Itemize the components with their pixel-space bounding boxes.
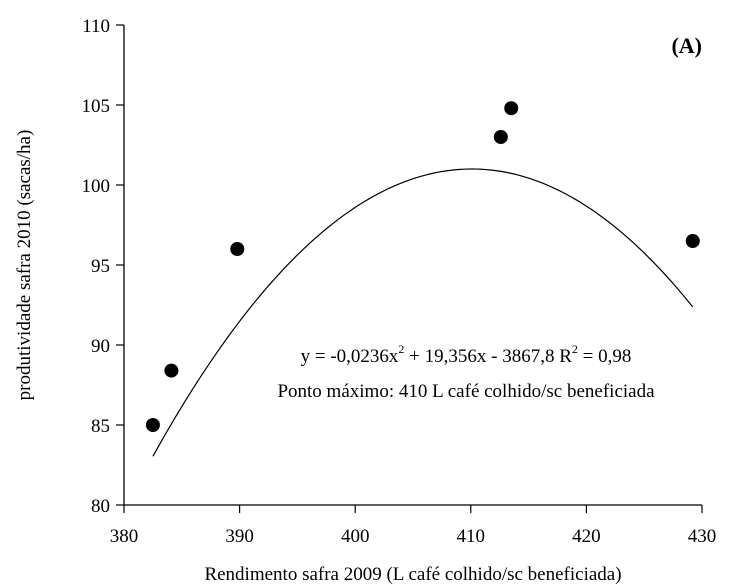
- x-tick-label: 380: [110, 526, 139, 547]
- y-tick-label: 95: [91, 256, 110, 277]
- trend-equation: y = -0,0236x2 + 19,356x - 3867,8 R2 = 0,…: [301, 342, 632, 367]
- plot-area: 80 85 90 95 100 105 110 380 390 400 410 420 430: [82, 16, 717, 547]
- y-tick-label: 105: [82, 96, 111, 117]
- data-point: [145, 418, 160, 432]
- y-tick-label: 110: [82, 16, 110, 37]
- x-axis-title: Rendimento safra 2009 (L café colhido/sc…: [204, 564, 621, 585]
- data-points: [145, 101, 700, 432]
- maximum-point-note: Ponto máximo: 410 L café colhido/sc bene…: [277, 381, 655, 402]
- x-tick-label: 390: [225, 526, 254, 547]
- data-point: [493, 130, 508, 144]
- y-tick-label: 100: [82, 176, 111, 197]
- x-tick-label: 430: [688, 526, 717, 547]
- y-tick-label: 90: [91, 336, 110, 357]
- x-tick-label: 420: [572, 526, 601, 547]
- x-tick-label: 400: [341, 526, 370, 547]
- y-tick-label: 80: [91, 496, 110, 517]
- data-point: [230, 242, 245, 256]
- y-tick-label: 85: [91, 416, 110, 437]
- data-point: [504, 101, 519, 116]
- data-point: [685, 234, 700, 248]
- x-tick-label: 410: [457, 526, 486, 547]
- y-ticks: 80 85 90 95 100 105 110: [82, 16, 124, 517]
- data-point: [164, 363, 179, 378]
- y-axis-title: produtividade safra 2010 (sacas/ha): [14, 130, 35, 401]
- trendline: [152, 168, 694, 457]
- panel-label: (A): [671, 33, 702, 58]
- x-ticks: 380 390 400 410 420 430: [110, 505, 717, 547]
